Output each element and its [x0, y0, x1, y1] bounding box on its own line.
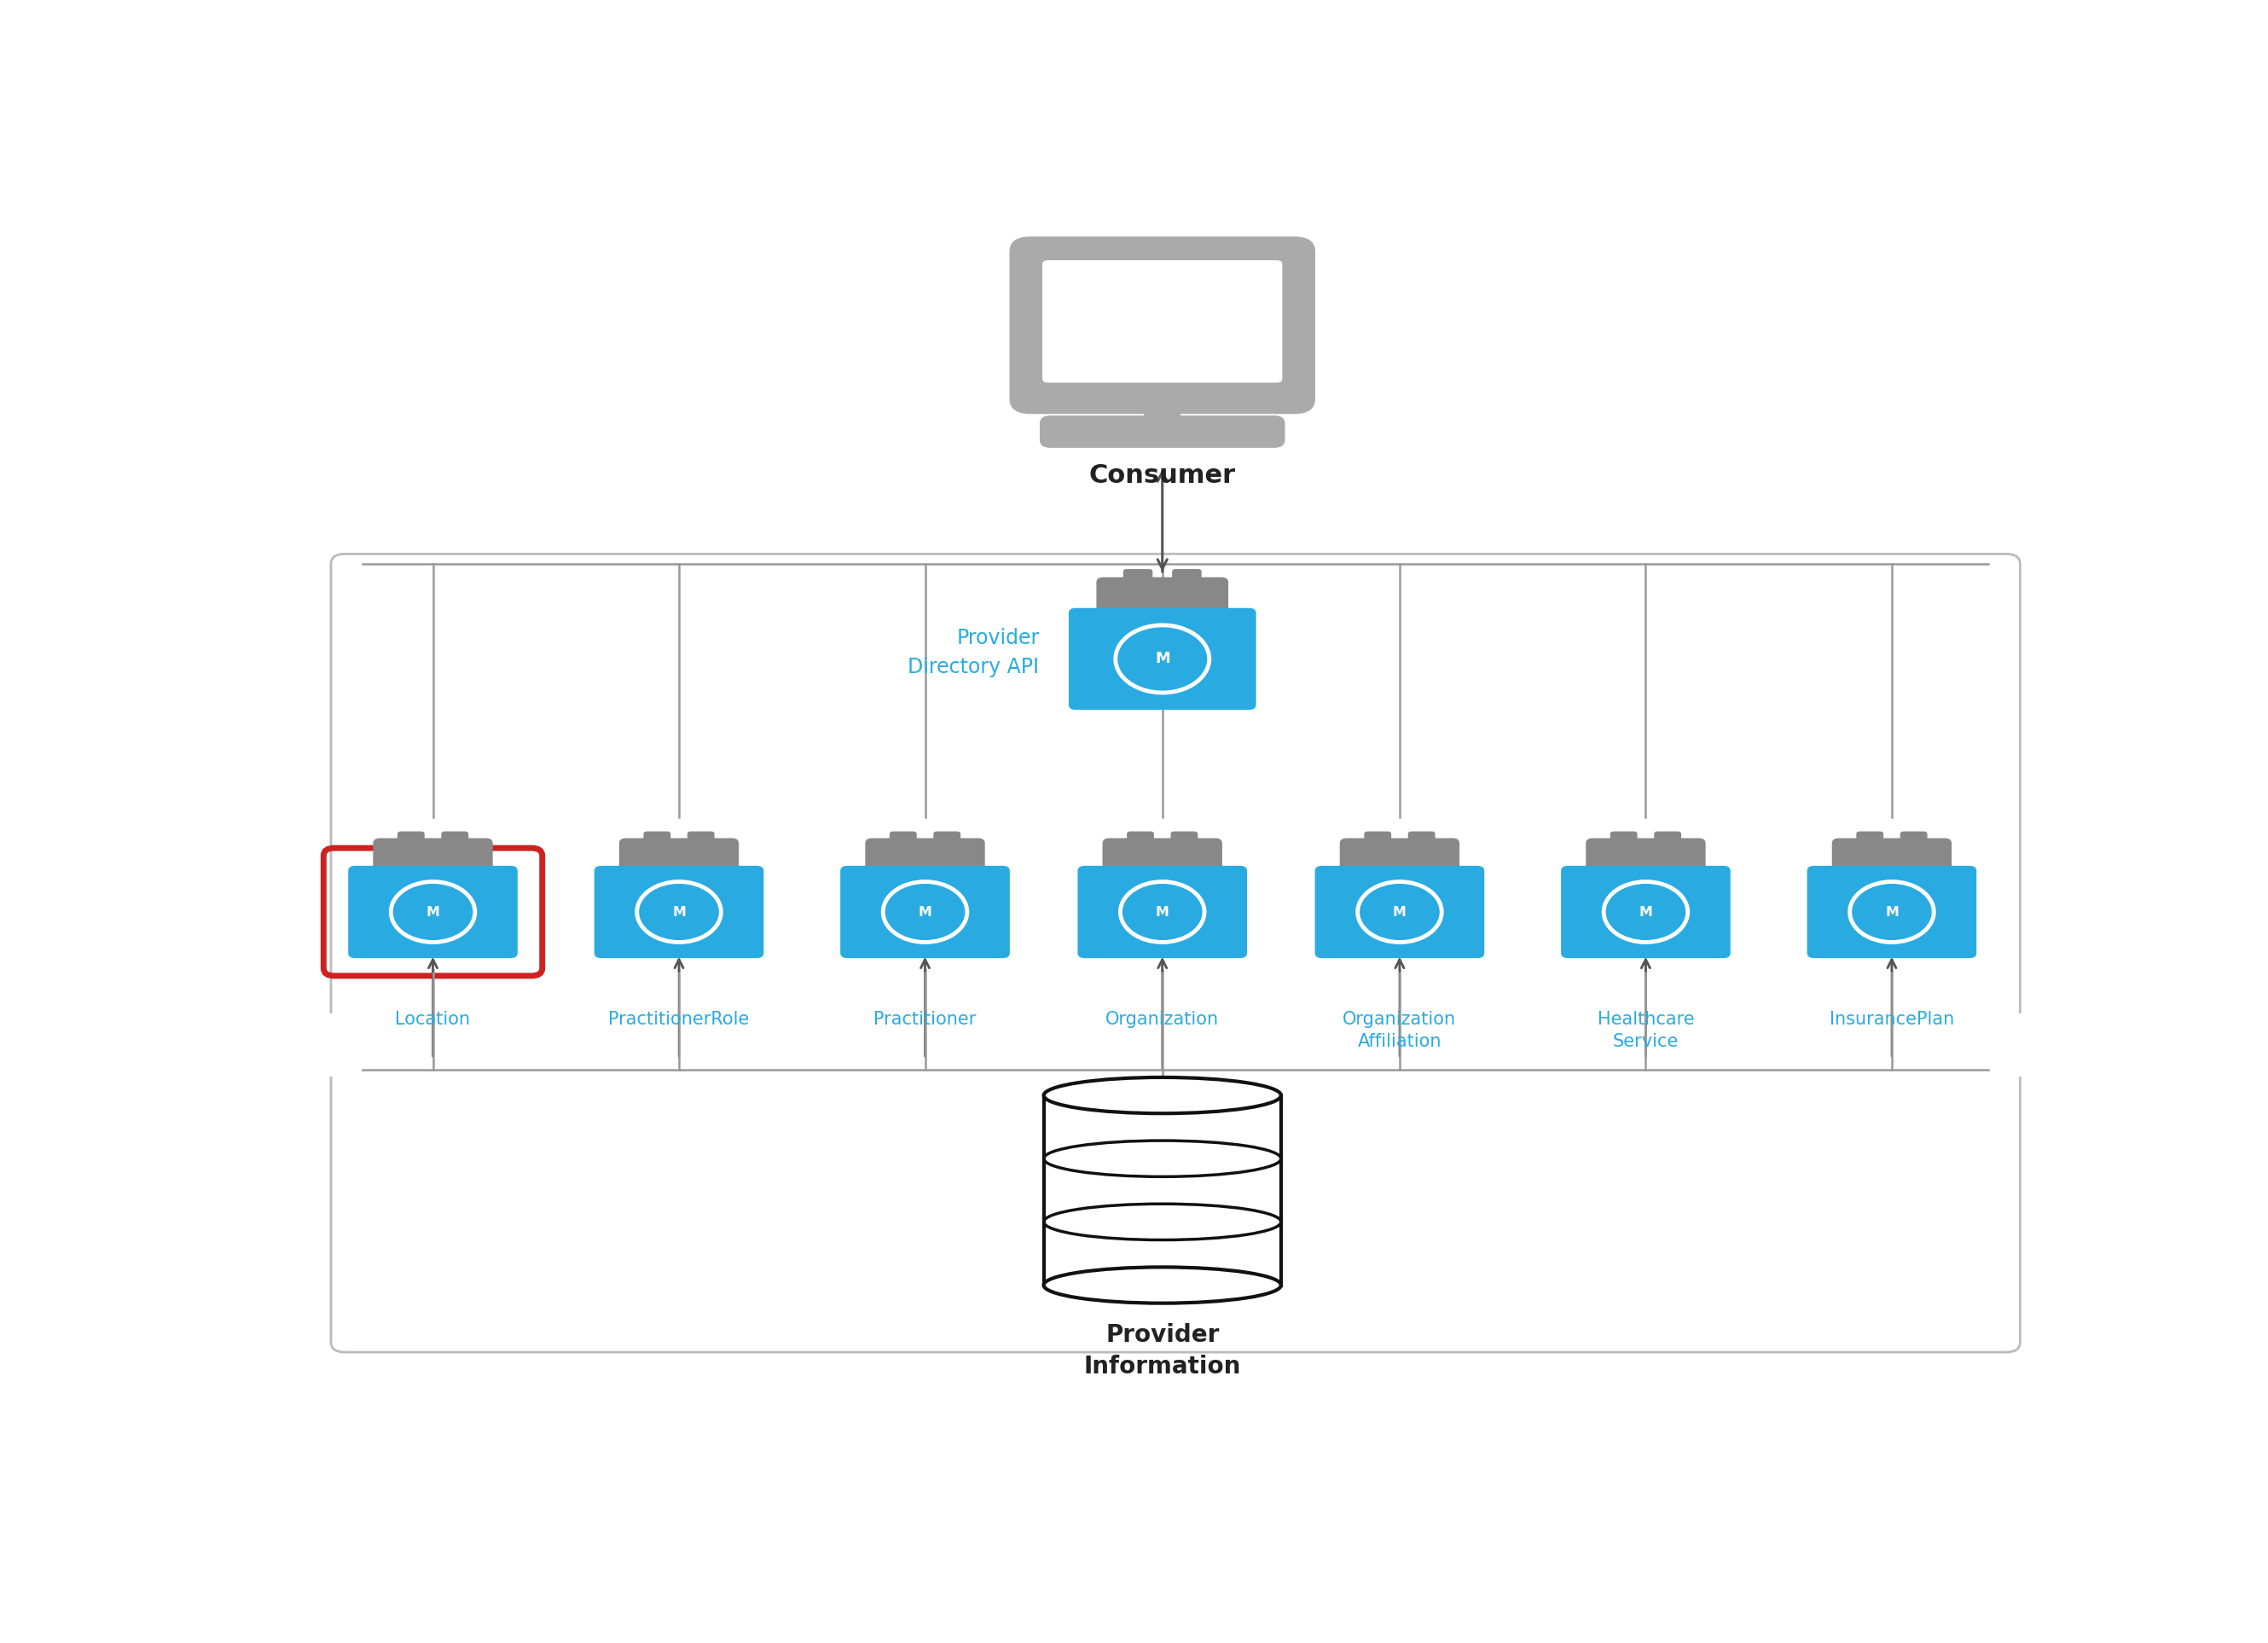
FancyBboxPatch shape: [1170, 831, 1198, 848]
FancyBboxPatch shape: [1610, 831, 1637, 848]
FancyBboxPatch shape: [1585, 838, 1706, 876]
FancyBboxPatch shape: [1077, 866, 1247, 958]
FancyBboxPatch shape: [1068, 608, 1256, 710]
FancyBboxPatch shape: [644, 831, 671, 848]
FancyBboxPatch shape: [619, 838, 739, 876]
FancyBboxPatch shape: [1363, 831, 1390, 848]
FancyBboxPatch shape: [864, 838, 984, 876]
Ellipse shape: [1043, 1078, 1281, 1114]
Text: M: M: [919, 905, 932, 918]
Text: M: M: [671, 905, 685, 918]
FancyBboxPatch shape: [1095, 577, 1229, 618]
Text: Location: Location: [395, 1010, 469, 1027]
FancyBboxPatch shape: [1043, 260, 1281, 383]
Text: M: M: [1885, 905, 1898, 918]
FancyBboxPatch shape: [1408, 831, 1436, 848]
FancyBboxPatch shape: [1123, 568, 1152, 587]
Bar: [284, 1014, 2041, 1076]
FancyBboxPatch shape: [889, 831, 916, 848]
FancyBboxPatch shape: [1340, 838, 1461, 876]
FancyBboxPatch shape: [1833, 838, 1953, 876]
FancyBboxPatch shape: [1808, 866, 1975, 958]
Text: Provider
Information: Provider Information: [1084, 1323, 1241, 1378]
FancyBboxPatch shape: [1039, 416, 1286, 449]
FancyBboxPatch shape: [1855, 831, 1882, 848]
Text: M: M: [1157, 905, 1168, 918]
Text: Practitioner: Practitioner: [873, 1010, 978, 1027]
FancyBboxPatch shape: [1127, 831, 1154, 848]
Ellipse shape: [1043, 1267, 1281, 1303]
FancyBboxPatch shape: [1560, 866, 1730, 958]
FancyBboxPatch shape: [1315, 866, 1483, 958]
FancyBboxPatch shape: [687, 831, 714, 848]
Text: PractitionerRole: PractitionerRole: [608, 1010, 748, 1027]
FancyBboxPatch shape: [841, 866, 1009, 958]
Text: Organization
Affiliation: Organization Affiliation: [1343, 1010, 1456, 1050]
FancyBboxPatch shape: [594, 866, 764, 958]
Text: M: M: [426, 905, 440, 918]
Text: M: M: [1393, 905, 1406, 918]
Text: M: M: [1154, 651, 1170, 667]
FancyBboxPatch shape: [934, 831, 962, 848]
FancyBboxPatch shape: [1009, 237, 1315, 414]
Text: Healthcare
Service: Healthcare Service: [1597, 1010, 1694, 1050]
Text: Consumer: Consumer: [1089, 463, 1236, 488]
Text: M: M: [1640, 905, 1653, 918]
FancyBboxPatch shape: [397, 831, 424, 848]
FancyBboxPatch shape: [1173, 568, 1202, 587]
FancyBboxPatch shape: [442, 831, 469, 848]
FancyBboxPatch shape: [1653, 831, 1681, 848]
FancyBboxPatch shape: [372, 838, 492, 876]
Text: Provider
Directory API: Provider Directory API: [907, 628, 1039, 677]
FancyBboxPatch shape: [1102, 838, 1222, 876]
Text: InsurancePlan: InsurancePlan: [1830, 1010, 1955, 1027]
Bar: [1043, 1096, 1281, 1285]
Text: Organization: Organization: [1105, 1010, 1220, 1027]
FancyBboxPatch shape: [349, 866, 517, 958]
FancyBboxPatch shape: [1901, 831, 1928, 848]
Bar: [1143, 394, 1182, 427]
